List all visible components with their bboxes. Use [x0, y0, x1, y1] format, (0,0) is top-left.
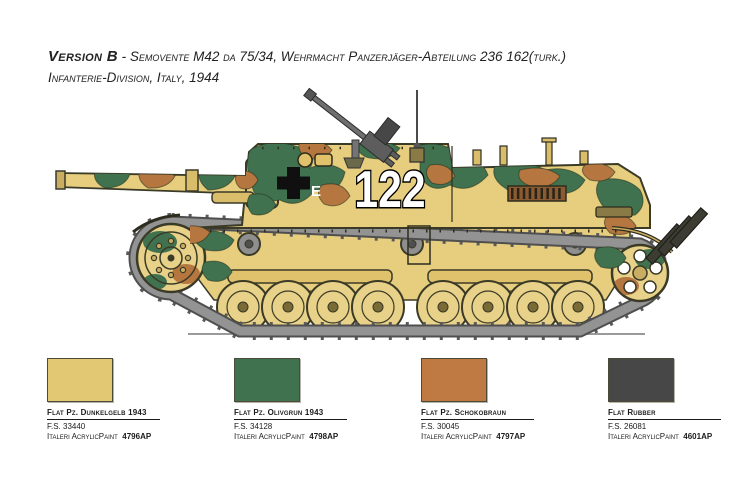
vehicle-number: 122: [353, 160, 427, 221]
paint-code: 4796AP: [122, 432, 152, 441]
paint-fs-code: F.S. 33440: [47, 422, 86, 431]
hull-bracket: [407, 225, 431, 265]
version-title-line1: - Semovente M42 da 75/34, Wehrmacht Panz…: [121, 49, 567, 64]
paint-swatch: [421, 358, 487, 402]
paint-brand: Italeri AcrylicPaint: [234, 432, 305, 441]
paint-brand-line: Italeri AcrylicPaint 4798AP: [234, 432, 350, 441]
paint-brand: Italeri AcrylicPaint: [421, 432, 492, 441]
paint-code: 4797AP: [496, 432, 526, 441]
markings: E 122: [277, 160, 427, 221]
paint-swatch: [47, 358, 113, 402]
balkenkreuz-cross-icon: [277, 167, 310, 199]
hull-letter: E: [311, 183, 321, 200]
paint-name: Flat Pz. Olivgrun 1943: [234, 408, 347, 420]
paint-brand-line: Italeri AcrylicPaint 4796AP: [47, 432, 163, 441]
paint-reference-row: Flat Pz. Dunkelgelb 1943 F.S. 33440 Ital…: [47, 358, 750, 441]
paint-name: Flat Rubber: [608, 408, 721, 420]
tool-box: [595, 206, 633, 218]
paint-code: 4798AP: [309, 432, 339, 441]
machine-gun: [303, 87, 401, 169]
paint-brand-line: Italeri AcrylicPaint 4797AP: [421, 432, 537, 441]
version-label: Version B: [48, 48, 118, 65]
road-wheel: [416, 280, 470, 334]
antenna: [409, 90, 425, 163]
paint-fs-code: F.S. 30045: [421, 422, 460, 431]
front-fender: [132, 213, 181, 234]
paint-name: Flat Pz. Schokobraun: [421, 408, 534, 420]
paint-brand-line: Italeri AcrylicPaint 4601AP: [608, 432, 724, 441]
paint-card-dunkelgelb: Flat Pz. Dunkelgelb 1943 F.S. 33440 Ital…: [47, 358, 163, 441]
paint-code: 4601AP: [683, 432, 713, 441]
hull-details: [132, 137, 674, 265]
version-caption: Version B - Semovente M42 da 75/34, Wehr…: [48, 46, 708, 87]
episcope: [297, 152, 313, 168]
paint-fs-code: F.S. 34128: [234, 422, 273, 431]
paint-swatch: [608, 358, 674, 402]
paint-brand: Italeri AcrylicPaint: [47, 432, 118, 441]
paint-brand: Italeri AcrylicPaint: [608, 432, 679, 441]
paint-fs-code: F.S. 26081: [608, 422, 647, 431]
barrel-collar: [185, 169, 199, 192]
muzzle-ring: [55, 170, 66, 190]
paint-swatch: [234, 358, 300, 402]
paint-card-schokobraun: Flat Pz. Schokobraun F.S. 30045 Italeri …: [421, 358, 537, 441]
return-roller: [237, 232, 261, 256]
exhaust-pipes: [645, 206, 709, 265]
paint-card-olivgrun: Flat Pz. Olivgrun 1943 F.S. 34128 Italer…: [234, 358, 350, 441]
vehicle-number-text: 122: [354, 161, 425, 219]
drive-sprocket-wheel: [135, 222, 207, 294]
hatch-hinge: [314, 153, 333, 167]
paint-card-rubber: Flat Rubber F.S. 26081 Italeri AcrylicPa…: [608, 358, 724, 441]
paint-name: Flat Pz. Dunkelgelb 1943: [47, 408, 160, 420]
version-title-line2: Infanterie-Division, Italy, 1944: [48, 69, 220, 85]
